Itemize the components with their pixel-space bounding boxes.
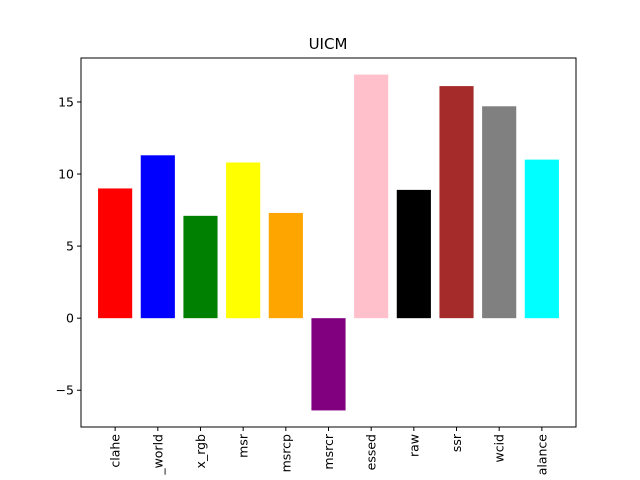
x-tick-label-msrcp: msrcp: [278, 434, 293, 472]
bar-x_rgb: [183, 215, 218, 319]
x-tick-label-_world: _world: [150, 434, 165, 476]
x-tick-label-msr: msr: [236, 433, 251, 458]
y-tick-label: 5: [66, 239, 74, 254]
bar-raw: [396, 189, 431, 319]
x-tick-label-ssr: ssr: [449, 433, 464, 452]
x-tick-label-msrcr: msrcr: [321, 433, 336, 469]
chart-title: UICM: [309, 35, 348, 53]
x-tick-label-essed: essed: [364, 434, 379, 470]
x-tick-label-raw: raw: [406, 434, 421, 457]
y-tick-label: 15: [58, 94, 74, 109]
y-tick-label: −5: [56, 383, 74, 398]
bar-clahe: [98, 188, 133, 319]
bar-ssr: [439, 86, 474, 319]
x-tick-label-clahe: clahe: [108, 434, 123, 468]
x-tick-label-wcid: wcid: [492, 434, 507, 463]
y-tick-label: 0: [66, 311, 74, 326]
bar-_world: [140, 155, 175, 319]
bar-wcid: [482, 106, 517, 319]
x-tick-label-alance: alance: [534, 434, 549, 476]
plot-area: −5 0 5 10 15 clahe _world x_rgb msr msrcp msrcr ess…: [56, 57, 577, 476]
x-tick-label-x_rgb: x_rgb: [193, 434, 208, 469]
bar-msrcr: [311, 318, 346, 411]
bar-msrcp: [268, 212, 303, 319]
bar-alance: [524, 159, 559, 319]
bar-essed: [354, 74, 389, 319]
y-tick-label: 10: [58, 167, 74, 182]
bar-msr: [226, 162, 261, 319]
